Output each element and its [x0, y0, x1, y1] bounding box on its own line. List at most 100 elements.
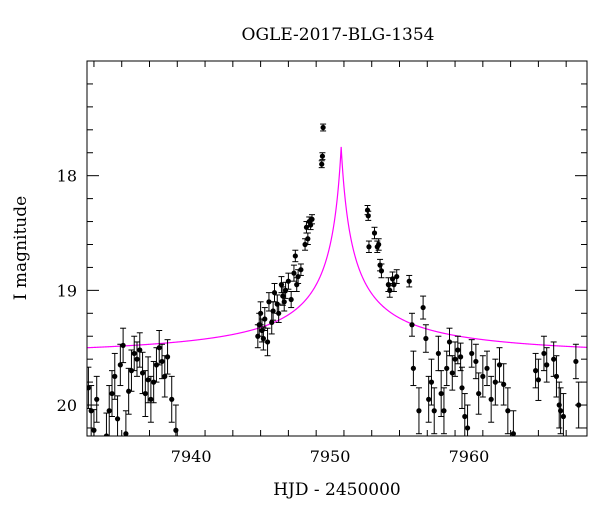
- data-point: [461, 393, 468, 436]
- data-point: [393, 269, 400, 284]
- data-point: [136, 332, 143, 368]
- data-point: [550, 341, 557, 377]
- data-point: [365, 240, 372, 254]
- data-point: [87, 366, 92, 409]
- data-point: [500, 363, 507, 406]
- data-point: [318, 160, 325, 169]
- data-point: [145, 356, 152, 404]
- data-point: [120, 327, 127, 364]
- data-point: [147, 375, 154, 423]
- data-point: [510, 410, 517, 436]
- data-point: [164, 339, 171, 375]
- data-point: [488, 375, 495, 423]
- data-point: [139, 351, 146, 395]
- data-point: [543, 347, 550, 383]
- data-point: [492, 358, 499, 406]
- data-point: [422, 324, 429, 353]
- data-point: [428, 358, 435, 406]
- data-point: [365, 210, 372, 221]
- data-point: [285, 272, 292, 290]
- data-point: [425, 375, 432, 423]
- data-point: [504, 387, 511, 435]
- data-point: [472, 343, 479, 380]
- y-tick-label: 19: [57, 281, 77, 300]
- data-point: [484, 350, 490, 387]
- y-tick-label: 20: [57, 396, 77, 415]
- model-curve-layer: [87, 146, 587, 349]
- data-point: [431, 387, 438, 435]
- data-point: [271, 282, 278, 303]
- data-point: [409, 312, 415, 337]
- data-point: [435, 335, 442, 372]
- data-point: [406, 274, 413, 288]
- data-point: [257, 301, 264, 326]
- data-point: [540, 335, 547, 372]
- data-point: [475, 372, 482, 415]
- data-point: [572, 343, 579, 380]
- data-point: [304, 232, 311, 245]
- plot-area: [87, 123, 587, 436]
- data-point: [131, 335, 138, 372]
- data-point: [454, 335, 461, 365]
- data-point: [261, 307, 268, 331]
- data-point: [438, 370, 445, 418]
- data-point: [134, 341, 140, 377]
- data-point: [459, 366, 465, 409]
- data-point: [319, 152, 326, 161]
- data-point: [449, 355, 456, 391]
- data-point: [275, 303, 282, 323]
- data-point: [264, 327, 271, 357]
- data-point: [443, 350, 450, 387]
- data-point: [553, 355, 560, 398]
- data-point: [415, 387, 422, 435]
- data-point: [479, 355, 486, 398]
- data-point: [268, 310, 275, 335]
- data-point: [168, 375, 175, 423]
- data-point: [109, 370, 115, 418]
- data-point: [375, 238, 382, 251]
- data-point: [161, 355, 168, 398]
- data-point: [117, 343, 124, 387]
- data-point: [111, 352, 118, 400]
- data-point: [309, 214, 315, 225]
- plot-frame: [86, 60, 588, 437]
- x-tick-label: 7950: [310, 447, 351, 466]
- data-point: [364, 204, 371, 216]
- data-point: [468, 339, 475, 368]
- x-axis-label: HJD - 2450000: [273, 480, 401, 500]
- data-point: [320, 123, 327, 132]
- data-point: [556, 381, 563, 429]
- data-point: [159, 343, 165, 380]
- data-point: [290, 264, 297, 282]
- data-point: [297, 263, 304, 276]
- data-point: [496, 347, 503, 383]
- data-point: [420, 295, 427, 320]
- data-point: [371, 226, 378, 240]
- data-point: [378, 263, 385, 279]
- data-point: [93, 375, 100, 423]
- data-point: [292, 249, 299, 263]
- model-curve: [87, 146, 587, 349]
- data-point: [452, 341, 459, 377]
- data-point: [457, 342, 464, 372]
- data-point: [281, 292, 288, 312]
- data-point: [410, 350, 417, 387]
- data-point: [293, 277, 300, 293]
- data-point: [114, 395, 121, 436]
- data-points-layer: [87, 123, 582, 436]
- data-point: [106, 385, 113, 436]
- data-point: [532, 352, 539, 389]
- chart-title: OGLE-2017-BLG-1354: [242, 25, 435, 45]
- data-point: [535, 358, 542, 401]
- data-point: [142, 370, 149, 418]
- axis-ticks: 7940 7950 7960 18 19 20: [57, 60, 587, 466]
- data-point: [557, 387, 564, 435]
- y-tick-label: 18: [57, 167, 77, 186]
- y-axis-label: I magnitude: [11, 196, 31, 300]
- x-tick-label: 7960: [449, 447, 490, 466]
- data-point: [122, 410, 129, 436]
- data-point: [288, 291, 295, 309]
- data-point: [560, 393, 567, 436]
- data-point: [440, 387, 447, 435]
